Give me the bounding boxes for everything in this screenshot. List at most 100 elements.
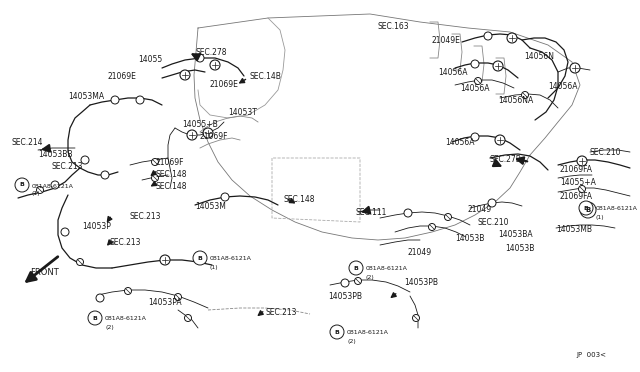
Text: 14056NA: 14056NA bbox=[498, 96, 533, 105]
Circle shape bbox=[488, 199, 496, 207]
Circle shape bbox=[77, 259, 83, 266]
Text: 14053PA: 14053PA bbox=[148, 298, 182, 307]
Circle shape bbox=[187, 130, 197, 140]
Circle shape bbox=[495, 135, 505, 145]
Text: SEC.148: SEC.148 bbox=[284, 195, 316, 204]
Text: 081A8-6121A: 081A8-6121A bbox=[105, 317, 147, 321]
Text: 14055+A: 14055+A bbox=[560, 178, 596, 187]
Circle shape bbox=[81, 156, 89, 164]
Circle shape bbox=[330, 325, 344, 339]
Text: 14053MB: 14053MB bbox=[556, 225, 592, 234]
Text: SEC.148: SEC.148 bbox=[155, 170, 186, 179]
Text: FRONT: FRONT bbox=[30, 268, 59, 277]
Text: 21069E: 21069E bbox=[210, 80, 239, 89]
Circle shape bbox=[96, 294, 104, 302]
Text: B: B bbox=[93, 315, 97, 321]
Circle shape bbox=[355, 278, 362, 285]
Text: JP  003<: JP 003< bbox=[576, 352, 606, 358]
Circle shape bbox=[577, 156, 587, 166]
Text: 14053MA: 14053MA bbox=[68, 92, 104, 101]
Text: 21049: 21049 bbox=[468, 205, 492, 214]
Text: (2): (2) bbox=[105, 324, 114, 330]
Circle shape bbox=[136, 96, 144, 104]
Text: 14056A: 14056A bbox=[445, 138, 474, 147]
Text: 14053M: 14053M bbox=[195, 202, 226, 211]
Text: B: B bbox=[584, 205, 588, 211]
Text: 14053P: 14053P bbox=[82, 222, 111, 231]
Circle shape bbox=[175, 294, 182, 301]
Circle shape bbox=[210, 60, 220, 70]
Text: 14053BA: 14053BA bbox=[498, 230, 532, 239]
Circle shape bbox=[51, 181, 59, 189]
Circle shape bbox=[580, 202, 596, 218]
Text: SEC.210: SEC.210 bbox=[590, 148, 621, 157]
Text: (1): (1) bbox=[596, 215, 605, 219]
Text: B: B bbox=[198, 256, 202, 260]
Text: 081A8-6121A: 081A8-6121A bbox=[347, 330, 389, 336]
Text: SEC.14B: SEC.14B bbox=[249, 72, 281, 81]
Circle shape bbox=[15, 178, 29, 192]
Text: SEC.213: SEC.213 bbox=[130, 212, 161, 221]
Text: (2): (2) bbox=[347, 339, 356, 343]
Text: B: B bbox=[353, 266, 358, 270]
Text: 14055: 14055 bbox=[138, 55, 163, 64]
Circle shape bbox=[125, 288, 131, 295]
Circle shape bbox=[404, 209, 412, 217]
Text: 21069F: 21069F bbox=[200, 132, 228, 141]
Circle shape bbox=[152, 174, 159, 182]
Circle shape bbox=[88, 311, 102, 325]
Text: SEC.213: SEC.213 bbox=[52, 162, 83, 171]
Text: SEC.278: SEC.278 bbox=[195, 48, 227, 57]
Text: 14056N: 14056N bbox=[524, 52, 554, 61]
Text: 081A8-6121A: 081A8-6121A bbox=[366, 266, 408, 272]
Text: 081A8-6121A: 081A8-6121A bbox=[596, 206, 638, 212]
Circle shape bbox=[221, 193, 229, 201]
Text: 081A8-6121A: 081A8-6121A bbox=[210, 257, 252, 262]
Circle shape bbox=[471, 133, 479, 141]
Text: 14053T: 14053T bbox=[228, 108, 257, 117]
Text: 21069FA: 21069FA bbox=[560, 192, 593, 201]
Text: SEC.148: SEC.148 bbox=[155, 182, 186, 191]
Circle shape bbox=[36, 186, 44, 193]
Circle shape bbox=[474, 77, 481, 84]
Text: 14053B: 14053B bbox=[505, 244, 534, 253]
Text: 14056A: 14056A bbox=[460, 84, 490, 93]
Circle shape bbox=[429, 224, 435, 231]
Circle shape bbox=[349, 261, 363, 275]
Text: SEC.213: SEC.213 bbox=[265, 308, 296, 317]
Circle shape bbox=[522, 92, 529, 99]
Circle shape bbox=[152, 158, 159, 166]
Circle shape bbox=[160, 255, 170, 265]
Text: 081A8-6121A: 081A8-6121A bbox=[32, 183, 74, 189]
Text: (1): (1) bbox=[210, 264, 219, 269]
Circle shape bbox=[101, 171, 109, 179]
Circle shape bbox=[196, 54, 204, 62]
Text: 14055+B: 14055+B bbox=[182, 120, 218, 129]
Circle shape bbox=[471, 60, 479, 68]
Circle shape bbox=[203, 128, 213, 138]
Text: SEC.214: SEC.214 bbox=[12, 138, 44, 147]
Text: 14053PB: 14053PB bbox=[328, 292, 362, 301]
Circle shape bbox=[193, 251, 207, 265]
Text: (1): (1) bbox=[32, 192, 40, 196]
Text: B: B bbox=[335, 330, 339, 334]
Circle shape bbox=[184, 314, 191, 321]
Text: SEC.213: SEC.213 bbox=[110, 238, 141, 247]
Text: B: B bbox=[586, 207, 591, 213]
Circle shape bbox=[61, 228, 69, 236]
Circle shape bbox=[484, 32, 492, 40]
Text: SEC.27B: SEC.27B bbox=[490, 155, 522, 164]
Circle shape bbox=[570, 63, 580, 73]
Circle shape bbox=[445, 214, 451, 221]
Text: 14053BB: 14053BB bbox=[38, 150, 72, 159]
Text: 21049: 21049 bbox=[408, 248, 432, 257]
Circle shape bbox=[180, 70, 190, 80]
Text: 14053PB: 14053PB bbox=[404, 278, 438, 287]
Circle shape bbox=[413, 314, 419, 321]
Circle shape bbox=[341, 279, 349, 287]
Text: (2): (2) bbox=[366, 275, 375, 279]
Circle shape bbox=[507, 33, 517, 43]
Circle shape bbox=[493, 61, 503, 71]
Circle shape bbox=[579, 186, 586, 192]
Circle shape bbox=[579, 201, 593, 215]
